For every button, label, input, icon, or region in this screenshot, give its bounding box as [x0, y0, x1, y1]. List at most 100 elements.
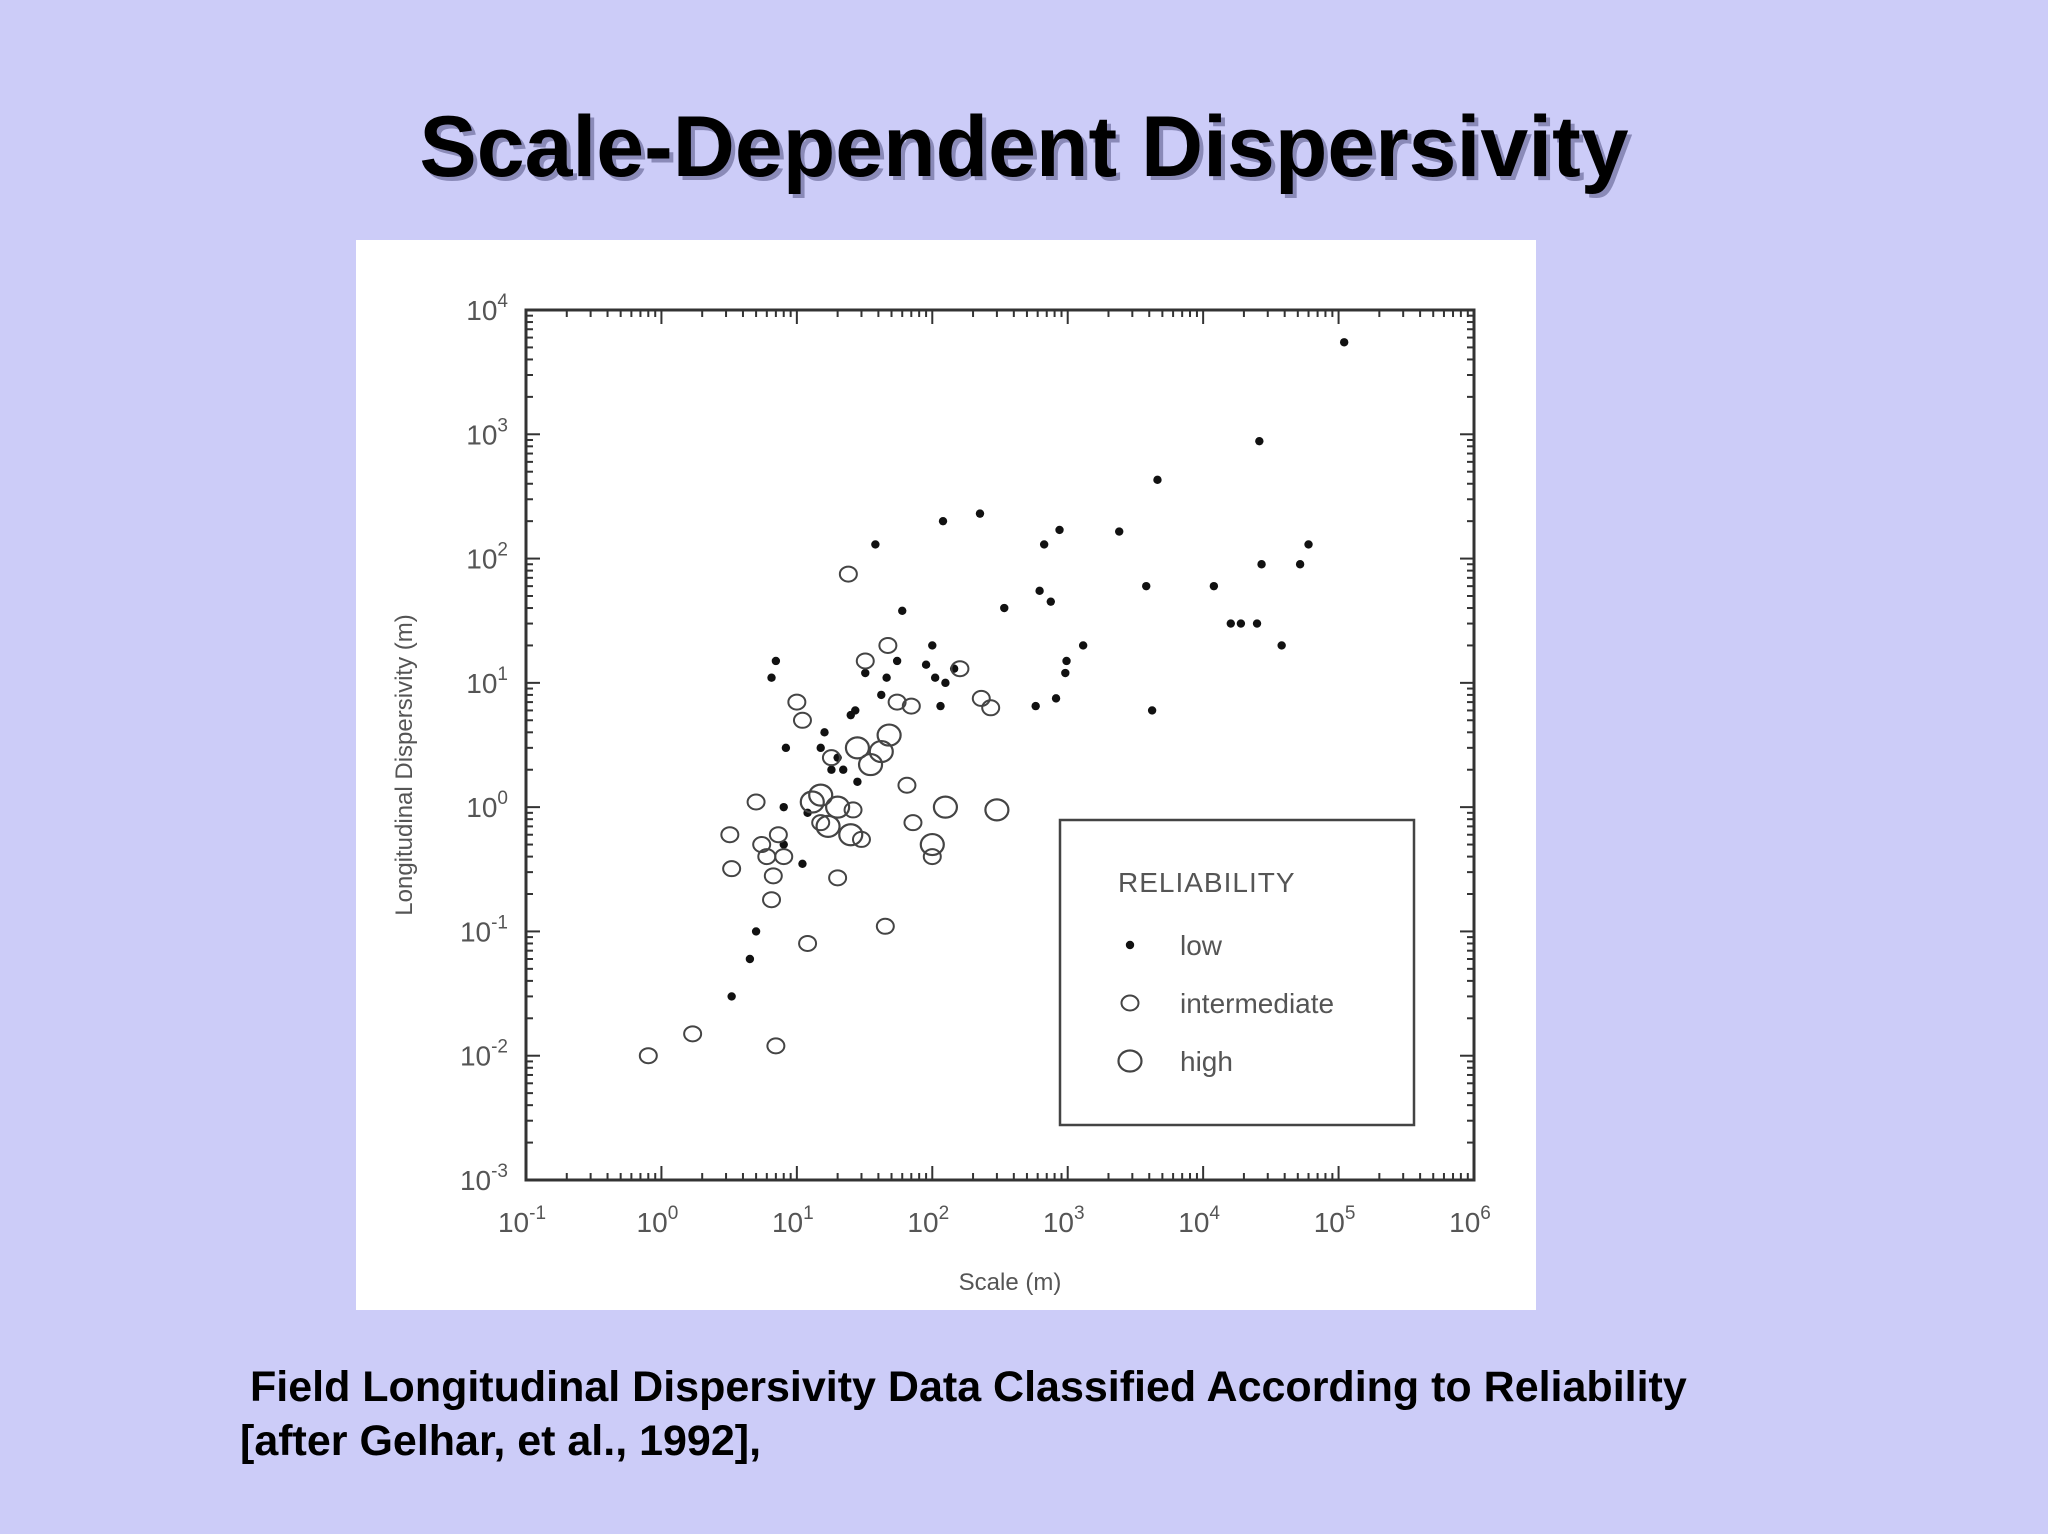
point-low — [1035, 586, 1044, 596]
point-low — [1061, 668, 1070, 678]
legend-label-high: high — [1180, 1046, 1233, 1077]
y-tick-label: 101 — [466, 664, 508, 699]
legend: RELIABILITY low intermediate high — [1058, 818, 1416, 1127]
point-intermediate — [768, 826, 788, 844]
legend-label-intermediate: intermediate — [1180, 988, 1334, 1019]
x-tick-label: 100 — [637, 1203, 679, 1238]
point-low — [851, 706, 860, 715]
point-low — [975, 509, 985, 518]
point-low — [1000, 603, 1009, 613]
y-tick-label: 10-3 — [460, 1161, 508, 1196]
point-low — [1226, 619, 1235, 628]
point-low — [1236, 619, 1246, 628]
legend-marker-low — [1125, 940, 1135, 950]
point-low — [898, 606, 907, 615]
point-low — [1142, 581, 1151, 591]
point-intermediate — [901, 697, 921, 715]
point-low — [1257, 560, 1266, 569]
point-low — [820, 728, 829, 737]
point-low — [1062, 656, 1071, 666]
point-high — [825, 795, 851, 819]
point-intermediate — [897, 776, 917, 794]
point-intermediate — [766, 1037, 786, 1055]
point-low — [727, 992, 736, 1001]
y-tick-label: 102 — [466, 540, 508, 575]
point-intermediate — [828, 869, 848, 887]
point-low — [1304, 540, 1313, 549]
point-low — [1115, 527, 1124, 536]
point-intermediate — [787, 693, 807, 711]
point-low — [853, 777, 862, 786]
point-intermediate — [792, 711, 812, 729]
y-tick-label: 10-2 — [460, 1037, 508, 1072]
slide-title: Scale-Dependent Dispersivity — [419, 99, 1629, 195]
point-low — [892, 656, 902, 666]
x-tick-label: 106 — [1449, 1203, 1491, 1238]
y-tick-label: 100 — [466, 788, 508, 823]
y-tick-label: 103 — [466, 415, 508, 450]
point-low — [1078, 641, 1088, 650]
point-intermediate — [838, 565, 858, 583]
point-low — [1153, 475, 1162, 485]
point-intermediate — [752, 836, 772, 854]
legend-label-low: low — [1180, 930, 1223, 961]
point-low — [816, 743, 825, 753]
legend-title: RELIABILITY — [1118, 867, 1296, 898]
x-tick-label: 10-1 — [498, 1203, 546, 1238]
point-intermediate — [981, 699, 1001, 717]
chart-panel: 10-1 100 101 102 103 104 105 106 10-3 10-2 10-1 100… — [356, 240, 1536, 1310]
legend-marker-intermediate — [1120, 994, 1140, 1012]
point-high — [932, 795, 959, 819]
point-low — [928, 641, 937, 650]
point-intermediate — [875, 917, 895, 935]
point-intermediate — [887, 693, 907, 711]
x-axis-label: Scale (m) — [959, 1269, 1062, 1296]
point-intermediate — [903, 814, 923, 832]
point-intermediate — [774, 848, 794, 866]
point-high — [868, 739, 894, 764]
y-tick-label: 10-1 — [460, 912, 508, 947]
point-low — [861, 668, 870, 678]
caption-line-2: [after Gelhar, et al., 1992], — [240, 1417, 762, 1465]
point-low — [1339, 338, 1349, 347]
legend-box — [1058, 818, 1416, 1127]
point-low — [779, 802, 788, 812]
point-low — [767, 673, 776, 682]
point-intermediate — [821, 749, 841, 767]
point-low — [871, 540, 880, 549]
plot-frame — [524, 308, 1476, 1182]
legend-marker-high — [1117, 1049, 1143, 1073]
point-intermediate — [855, 652, 875, 670]
point-intermediate — [638, 1047, 658, 1065]
point-low — [1295, 560, 1305, 569]
scatter-chart: 10-1 100 101 102 103 104 105 106 10-3 10-2 10-1 100… — [391, 291, 1491, 1296]
point-low — [941, 678, 950, 688]
point-low — [1051, 694, 1061, 703]
point-intermediate — [971, 689, 991, 707]
point-low — [827, 765, 836, 774]
point-low — [930, 673, 940, 682]
point-intermediate — [798, 934, 818, 952]
point-low — [1039, 540, 1049, 549]
point-low — [877, 690, 886, 700]
point-low — [1255, 436, 1264, 446]
y-axis-label: Longitudinal Dispersivity (m) — [391, 614, 418, 915]
point-low — [1277, 641, 1286, 650]
point-low — [938, 516, 948, 526]
point-intermediate — [762, 891, 782, 909]
point-high — [844, 736, 871, 760]
point-high — [799, 790, 825, 814]
point-intermediate — [922, 848, 942, 866]
tick-labels: 10-1 100 101 102 103 104 105 106 10-3 10-2 10-1 100… — [460, 291, 1491, 1238]
point-low — [771, 656, 781, 666]
x-tick-label: 102 — [907, 1203, 949, 1238]
point-low — [936, 701, 945, 711]
point-high — [984, 798, 1010, 822]
point-low — [839, 765, 848, 774]
point-low — [921, 660, 931, 669]
x-tick-label: 103 — [1043, 1203, 1085, 1238]
x-tick-label: 104 — [1178, 1203, 1220, 1238]
data-points — [638, 338, 1349, 1065]
point-low — [1046, 597, 1055, 606]
point-high — [808, 783, 834, 807]
